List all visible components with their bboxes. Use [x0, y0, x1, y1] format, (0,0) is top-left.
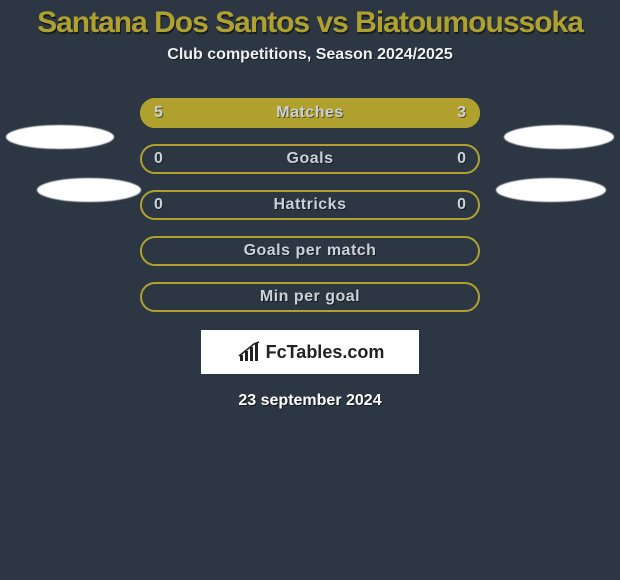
- player-shadow: [6, 125, 114, 149]
- source-badge-text: FcTables.com: [266, 342, 385, 363]
- stat-row: Min per goal: [140, 282, 480, 312]
- player-shadow: [37, 178, 141, 202]
- source-badge: FcTables.com: [201, 330, 419, 374]
- stat-value-left: 0: [154, 144, 163, 174]
- stat-value-left: 0: [154, 190, 163, 220]
- player-shadow: [504, 125, 614, 149]
- comparison-subtitle: Club competitions, Season 2024/2025: [0, 46, 620, 64]
- stat-row: Matches5 3: [140, 98, 480, 128]
- stat-value-right: 0: [457, 190, 466, 220]
- stat-value-right: 3: [457, 98, 466, 128]
- chart-icon: [236, 341, 262, 363]
- stat-label: Matches: [140, 98, 480, 128]
- player-shadow: [496, 178, 606, 202]
- stat-value-right: 0: [457, 144, 466, 174]
- stat-label: Hattricks: [140, 190, 480, 220]
- stat-row: Goals0 0: [140, 144, 480, 174]
- stat-label: Min per goal: [140, 282, 480, 312]
- stat-label: Goals: [140, 144, 480, 174]
- stat-value-left: 5: [154, 98, 163, 128]
- stat-label: Goals per match: [140, 236, 480, 266]
- stat-row: Hattricks0 0: [140, 190, 480, 220]
- stat-row: Goals per match: [140, 236, 480, 266]
- comparison-date: 23 september 2024: [0, 392, 620, 410]
- comparison-title: Santana Dos Santos vs Biatoumoussoka: [0, 0, 620, 40]
